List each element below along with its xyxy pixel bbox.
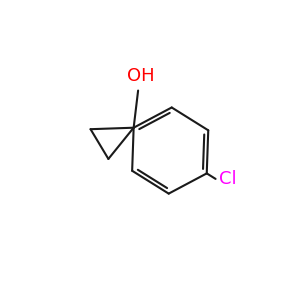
Text: OH: OH	[127, 67, 155, 85]
Text: Cl: Cl	[218, 170, 236, 188]
